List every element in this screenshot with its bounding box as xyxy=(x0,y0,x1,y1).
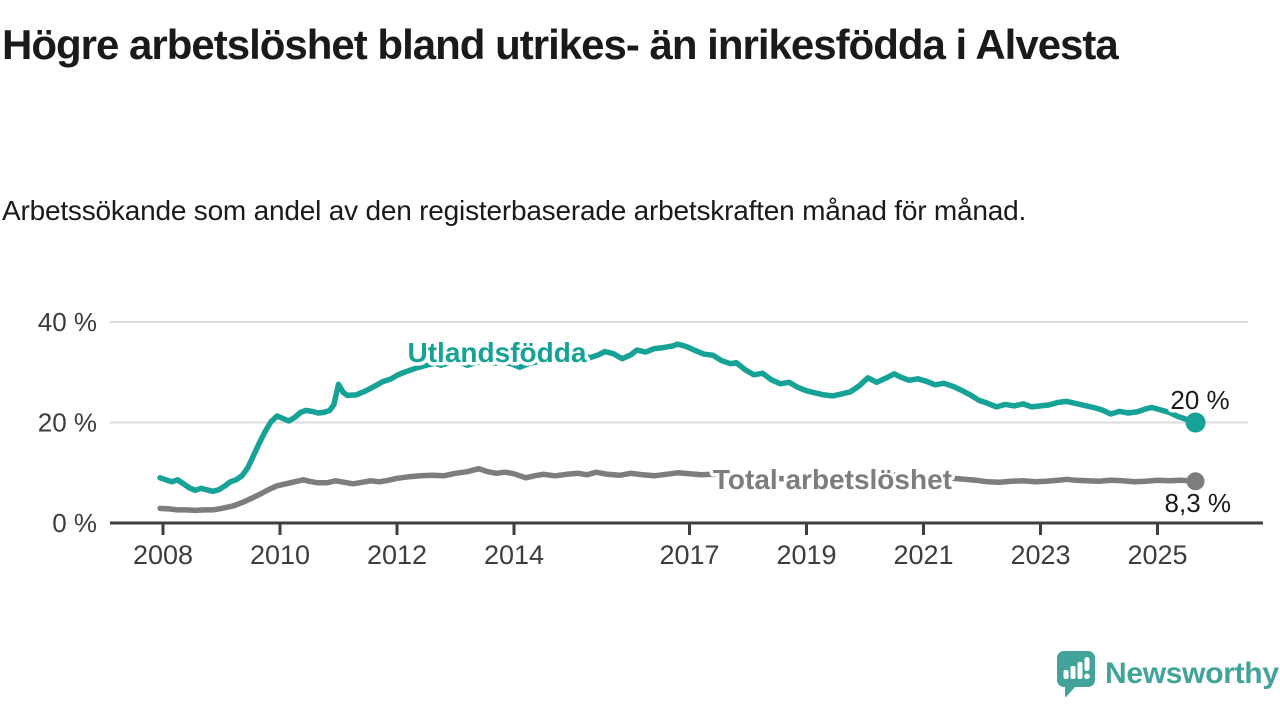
logo-exclamation-dot xyxy=(1084,673,1090,680)
x-tick-label-2012: 2012 xyxy=(367,540,427,570)
series-line-1 xyxy=(157,465,1199,514)
logo-bar-large xyxy=(1077,662,1083,679)
x-tick-label-2021: 2021 xyxy=(893,540,953,570)
series-label-total: Total arbetslöshet xyxy=(713,464,952,495)
x-tick-label-2025: 2025 xyxy=(1127,540,1187,570)
newsworthy-logo-icon xyxy=(1057,651,1095,698)
series-line-0 xyxy=(157,341,1199,495)
y-tick-label-20: 20 % xyxy=(38,408,97,438)
newsworthy-logo-text: Newsworthy xyxy=(1105,657,1279,690)
series-end-dot-0 xyxy=(1185,412,1206,433)
x-tick-label-2008: 2008 xyxy=(133,540,193,570)
chart-title: Högre arbetslöshet bland utrikes- än inr… xyxy=(2,21,1119,68)
x-tick-label-2017: 2017 xyxy=(659,540,719,570)
logo-exclamation-stroke xyxy=(1084,657,1090,671)
series-end-dot-1 xyxy=(1186,472,1205,491)
logo-bar-small xyxy=(1063,670,1069,679)
speech-bubble-shape xyxy=(1057,651,1095,698)
x-tick-label-2010: 2010 xyxy=(250,540,310,570)
logo-bar-medium xyxy=(1070,666,1076,679)
end-value-total: 8,3 % xyxy=(1165,488,1232,518)
y-tick-label-40: 40 % xyxy=(38,307,97,337)
chart-subtitle: Arbetssökande som andel av den registerb… xyxy=(2,195,1027,226)
series-label-foreign-born: Utlandsfödda xyxy=(408,337,587,368)
end-value-foreign-born: 20 % xyxy=(1170,385,1229,415)
x-tick-label-2019: 2019 xyxy=(776,540,836,570)
x-tick-label-2014: 2014 xyxy=(484,540,544,570)
newsworthy-branding: Newsworthy xyxy=(1056,650,1279,698)
x-tick-label-2023: 2023 xyxy=(1010,540,1070,570)
y-tick-label-0: 0 % xyxy=(52,508,97,538)
